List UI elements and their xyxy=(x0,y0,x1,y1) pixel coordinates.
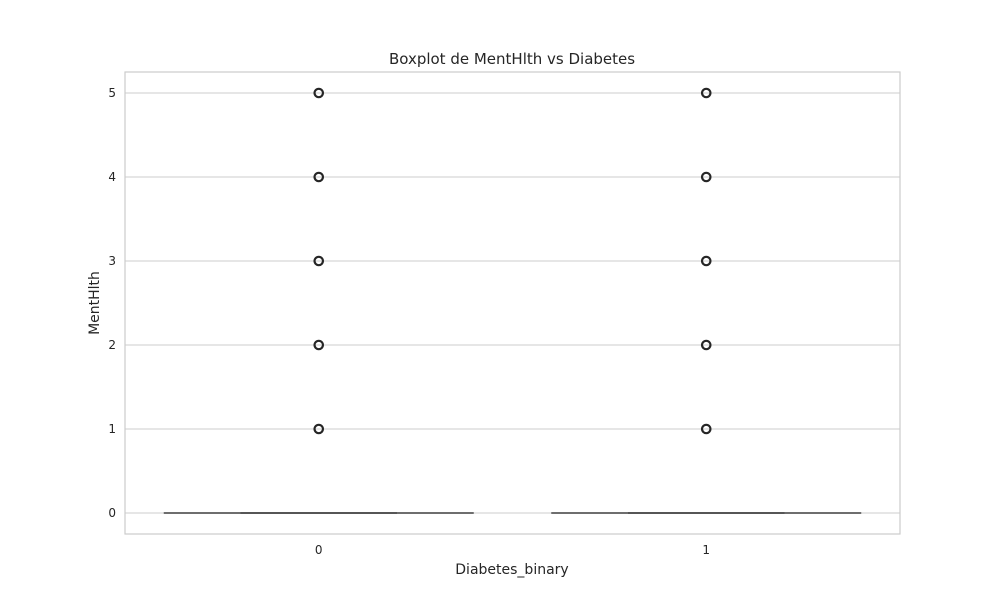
outlier-point xyxy=(700,423,712,435)
y-tick-label: 3 xyxy=(108,254,116,268)
x-tick-label: 0 xyxy=(315,543,323,557)
y-axis-label: MentHlth xyxy=(87,271,103,335)
plot-frame xyxy=(124,71,901,535)
outlier-point xyxy=(700,171,712,183)
outlier-point xyxy=(700,255,712,267)
grid-layer xyxy=(125,92,900,514)
outlier-point xyxy=(313,87,325,99)
y-tick-label: 1 xyxy=(108,422,116,436)
x-axis-label: Diabetes_binary xyxy=(455,562,568,578)
box-group-1 xyxy=(551,87,862,514)
x-tick-label: 1 xyxy=(702,543,710,557)
outlier-point xyxy=(313,171,325,183)
boxes-layer xyxy=(163,87,862,514)
outlier-point xyxy=(313,255,325,267)
chart-title: Boxplot de MentHlth vs Diabetes xyxy=(389,50,635,68)
outlier-point xyxy=(700,87,712,99)
y-tick-label: 0 xyxy=(108,506,116,520)
y-tick-label: 4 xyxy=(108,170,116,184)
y-ticks: 0 1 2 3 4 5 xyxy=(108,86,116,520)
outlier-point xyxy=(313,339,325,351)
outlier-point xyxy=(313,423,325,435)
y-tick-label: 2 xyxy=(108,338,116,352)
box-group-0 xyxy=(163,87,474,514)
outlier-point xyxy=(700,339,712,351)
y-tick-label: 5 xyxy=(108,86,116,100)
